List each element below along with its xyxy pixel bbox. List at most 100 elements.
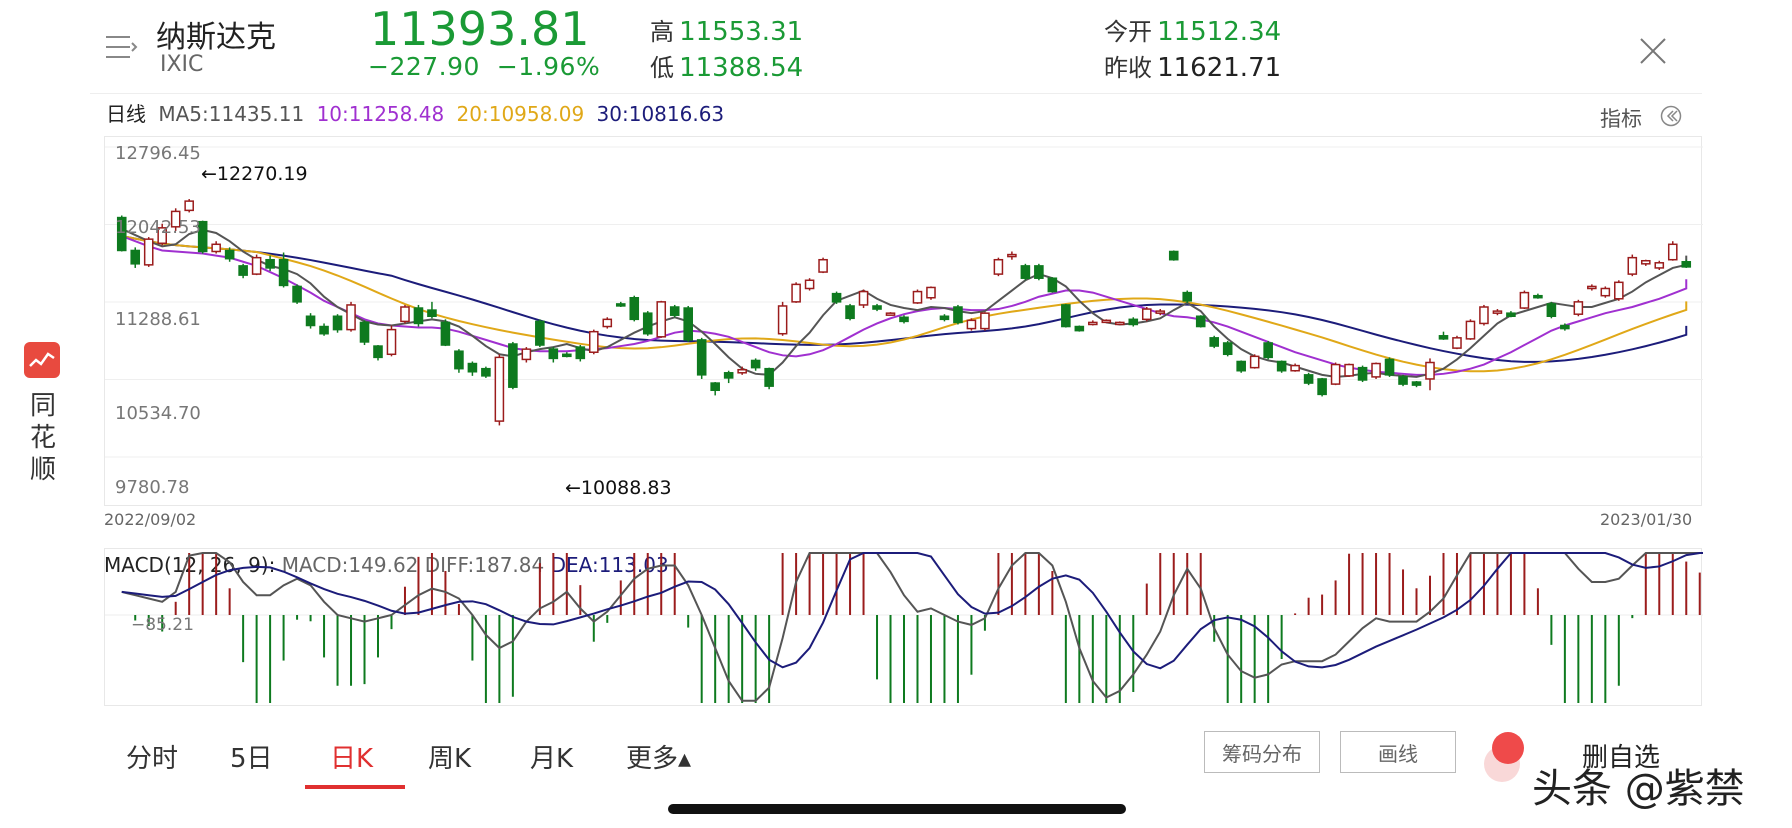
candle-up bbox=[386, 328, 397, 356]
candle-up bbox=[966, 319, 977, 330]
open-label: 今开 bbox=[1104, 18, 1152, 46]
low-value: 11388.54 bbox=[679, 53, 804, 83]
candle-down bbox=[953, 306, 963, 324]
change-percent: −1.96% bbox=[496, 52, 601, 81]
candle-up bbox=[1330, 363, 1341, 385]
tab-daily-k[interactable]: 日K bbox=[330, 744, 374, 774]
end-date: 2023/01/30 bbox=[1600, 510, 1693, 529]
kline-chart[interactable]: 12796.45 12042.53 11288.61 10534.70 9780… bbox=[104, 136, 1703, 506]
candle-down bbox=[683, 307, 694, 341]
candle-down bbox=[116, 216, 127, 252]
watermark: 头条 @紫禁 bbox=[1532, 766, 1745, 812]
macd-value: MACD:149.62 bbox=[281, 553, 419, 577]
candle-down bbox=[615, 303, 626, 307]
candle-down bbox=[845, 305, 855, 320]
ma5-line bbox=[121, 227, 1688, 378]
price-change: −227.90 −1.96% bbox=[368, 52, 600, 81]
watch-indicator-icon[interactable] bbox=[1492, 732, 1524, 764]
candle-up bbox=[1614, 281, 1624, 300]
candle-down bbox=[224, 249, 235, 260]
draw-line-button[interactable]: 画线 bbox=[1340, 731, 1456, 773]
ma5-value: MA5:11435.11 bbox=[158, 102, 305, 126]
chip-distribution-button[interactable]: 筹码分布 bbox=[1204, 731, 1320, 773]
kline-svg bbox=[105, 146, 1703, 458]
candle-down bbox=[629, 296, 640, 321]
macd-chart[interactable]: −85.21 bbox=[104, 548, 1703, 706]
candle-up bbox=[980, 312, 990, 330]
candle-down bbox=[710, 382, 720, 392]
dea-value: DEA:113.03 bbox=[550, 553, 669, 577]
candle-down bbox=[1128, 318, 1139, 326]
prev-close-label: 昨收 bbox=[1104, 54, 1152, 82]
candle-up bbox=[1492, 310, 1503, 314]
candle-up bbox=[346, 304, 356, 331]
y-tick-3: 10534.70 bbox=[115, 403, 201, 424]
header-divider bbox=[90, 93, 1702, 94]
remove-watchlist-button[interactable]: 删自选 bbox=[1582, 743, 1661, 773]
ma30-line bbox=[121, 235, 1688, 363]
candle-down bbox=[265, 258, 275, 269]
candle-up bbox=[1465, 320, 1476, 340]
candle-down bbox=[359, 321, 370, 343]
tab-more[interactable]: 更多▴ bbox=[626, 744, 692, 774]
tab-intraday[interactable]: 分时 bbox=[126, 744, 179, 774]
ma10-value: 10:11258.48 bbox=[316, 102, 445, 126]
candle-up bbox=[777, 305, 788, 335]
candle-down bbox=[508, 343, 518, 388]
candle-down bbox=[764, 367, 774, 387]
change-amount: −227.90 bbox=[368, 52, 480, 81]
menu-icon[interactable] bbox=[106, 34, 138, 60]
candle-down bbox=[1357, 366, 1368, 381]
period-label: 日线 bbox=[106, 102, 146, 126]
candle-down bbox=[238, 265, 248, 276]
candle-up bbox=[1249, 355, 1260, 369]
candle-up bbox=[1640, 259, 1651, 265]
prev-close-value: 11621.71 bbox=[1157, 53, 1282, 83]
candle-up bbox=[926, 286, 936, 299]
candle-down bbox=[939, 315, 950, 321]
low-label: 低 bbox=[650, 54, 674, 82]
low-row: 低 11388.54 bbox=[650, 48, 803, 83]
candle-up bbox=[1344, 363, 1354, 377]
tab-monthly-k[interactable]: 月K bbox=[530, 744, 574, 774]
start-date: 2022/09/02 bbox=[104, 510, 197, 529]
home-indicator bbox=[668, 804, 1126, 814]
diff-line bbox=[121, 552, 1703, 702]
candle-down bbox=[1560, 324, 1570, 330]
candle-down bbox=[1384, 358, 1395, 376]
candle-down bbox=[1168, 250, 1179, 261]
candle-up bbox=[1101, 319, 1112, 324]
candle-down bbox=[669, 306, 680, 316]
candle-down bbox=[642, 312, 653, 335]
candle-up bbox=[251, 256, 262, 275]
candle-down bbox=[1061, 304, 1071, 328]
ma30-value: 30:10816.63 bbox=[596, 102, 725, 126]
candle-down bbox=[1236, 360, 1246, 372]
chevron-left-icon[interactable] bbox=[1660, 105, 1682, 127]
open-value: 11512.34 bbox=[1157, 17, 1282, 47]
candle-up bbox=[1627, 256, 1638, 275]
candle-up bbox=[184, 200, 194, 212]
candle-down bbox=[305, 315, 316, 327]
candle-down bbox=[413, 307, 424, 325]
current-price: 11393.81 bbox=[370, 2, 590, 56]
candle-down bbox=[1411, 381, 1422, 386]
candle-down bbox=[899, 316, 909, 323]
candle-down bbox=[332, 315, 343, 331]
candle-down bbox=[1398, 376, 1408, 385]
candle-up bbox=[602, 318, 613, 328]
indicator-button[interactable]: 指标 bbox=[1600, 107, 1642, 131]
candle-down bbox=[427, 309, 437, 317]
tab-5day[interactable]: 5日 bbox=[230, 744, 273, 774]
candle-up bbox=[1371, 362, 1381, 378]
candle-up bbox=[1452, 337, 1462, 349]
candle-up bbox=[737, 368, 747, 374]
candle-down bbox=[575, 346, 586, 360]
candle-down bbox=[1209, 337, 1220, 347]
tab-weekly-k[interactable]: 周K bbox=[428, 744, 472, 774]
candle-down bbox=[750, 359, 761, 369]
macd-svg bbox=[105, 552, 1703, 703]
close-icon[interactable] bbox=[1636, 34, 1670, 68]
macd-zero-label: −85.21 bbox=[131, 615, 194, 635]
candle-down bbox=[1546, 303, 1557, 317]
